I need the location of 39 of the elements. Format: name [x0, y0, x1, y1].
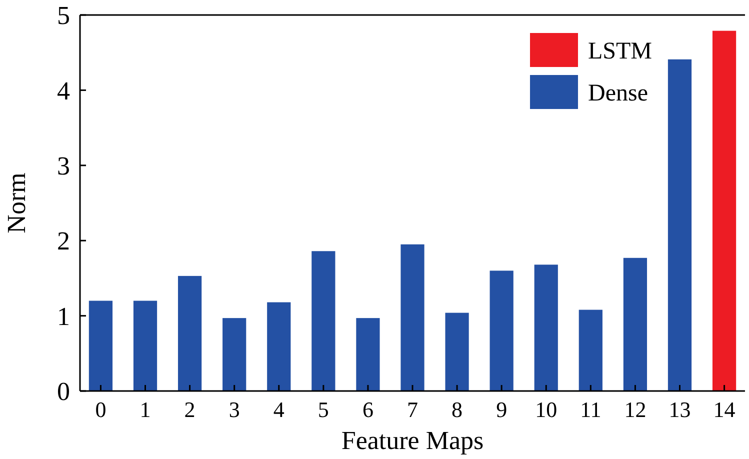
x-tick-label: 11 [580, 397, 602, 422]
y-tick-label: 5 [57, 1, 70, 30]
legend-label: LSTM [588, 38, 652, 64]
x-tick-label: 3 [228, 397, 240, 422]
x-tick-label: 8 [452, 397, 463, 422]
x-tick-label: 1 [140, 397, 151, 422]
legend-label: Dense [588, 80, 648, 106]
bar [578, 310, 602, 391]
bar [534, 264, 558, 391]
bar [712, 30, 736, 391]
y-tick-label: 4 [57, 76, 70, 106]
bar [668, 59, 692, 391]
x-tick-label: 2 [184, 397, 196, 422]
y-tick-label: 2 [57, 226, 70, 256]
bar [445, 312, 469, 391]
bar [312, 251, 336, 391]
y-tick-label: 3 [57, 152, 70, 180]
bar [133, 300, 158, 391]
x-tick-label: 0 [95, 397, 106, 422]
x-tick-label: 9 [496, 397, 508, 422]
bar [623, 258, 648, 391]
bar [88, 300, 113, 391]
bar [400, 244, 424, 391]
bar [267, 302, 291, 391]
bar [178, 276, 202, 391]
y-axis-title: Norm [2, 172, 31, 234]
bar [356, 318, 380, 391]
x-tick-label: 5 [318, 397, 329, 422]
x-tick-label: 12 [624, 397, 646, 422]
x-tick-label: 13 [668, 397, 691, 422]
bar [490, 270, 514, 391]
x-tick-label: 14 [713, 397, 736, 422]
x-axis-title: Feature Maps [341, 426, 484, 455]
x-tick-label: 7 [407, 397, 418, 422]
x-tick-label: 6 [362, 397, 374, 422]
x-tick-label: 4 [273, 397, 284, 422]
bar [222, 318, 246, 391]
y-tick-label: 1 [57, 302, 70, 331]
x-tick-label: 10 [535, 397, 558, 422]
